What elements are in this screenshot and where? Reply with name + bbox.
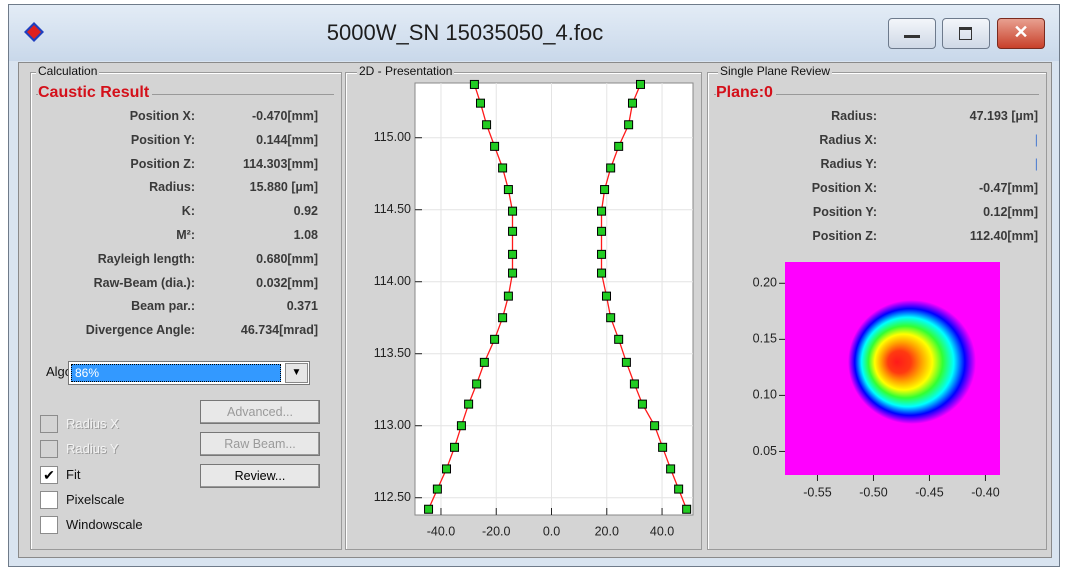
beam-spot: [848, 300, 976, 424]
data-point: [476, 99, 484, 107]
data-point: [465, 400, 473, 408]
data-point: [473, 380, 481, 388]
data-point: [638, 400, 646, 408]
y-tick-label: 0.10: [753, 388, 777, 402]
data-point: [491, 335, 499, 343]
data-point: [651, 422, 659, 430]
y-tick-label: 115.00: [374, 130, 411, 144]
data-point: [509, 250, 517, 258]
data-point: [598, 269, 606, 277]
y-tick-label: 114.50: [374, 202, 411, 216]
data-point: [483, 121, 491, 129]
y-tick-label: 114.00: [374, 274, 411, 288]
data-point: [675, 485, 683, 493]
data-point: [636, 80, 644, 88]
x-tick-label: -0.40: [971, 485, 1000, 499]
data-point: [598, 207, 606, 215]
data-point: [607, 164, 615, 172]
data-point: [628, 99, 636, 107]
y-tick-label: 113.00: [374, 418, 411, 432]
y-tick-label: 113.50: [374, 346, 411, 360]
x-tick-label: -0.50: [859, 485, 888, 499]
data-point: [667, 465, 675, 473]
data-point: [443, 465, 451, 473]
data-point: [433, 485, 441, 493]
data-point: [451, 443, 459, 451]
y-tick-label: 0.20: [753, 276, 777, 290]
data-point: [509, 207, 517, 215]
x-tick-label: 40.0: [650, 524, 674, 538]
data-point: [630, 380, 638, 388]
data-point: [607, 314, 615, 322]
data-point: [603, 292, 611, 300]
data-point: [480, 358, 488, 366]
y-tick-label: 0.05: [753, 444, 777, 458]
data-point: [598, 250, 606, 258]
data-point: [425, 505, 433, 513]
data-point: [504, 186, 512, 194]
data-point: [499, 164, 507, 172]
data-point: [457, 422, 465, 430]
x-tick-label: 20.0: [595, 524, 619, 538]
data-point: [622, 358, 630, 366]
plots: 112.50 113.00 113.50 114.00 114.50 115.00 -40.…: [0, 0, 1068, 576]
data-point: [683, 505, 691, 513]
data-point: [598, 227, 606, 235]
data-point: [504, 292, 512, 300]
data-point: [509, 269, 517, 277]
data-point: [601, 186, 609, 194]
x-tick-label: -40.0: [427, 524, 456, 538]
x-tick-label: -20.0: [482, 524, 511, 538]
data-point: [499, 314, 507, 322]
y-tick-label: 112.50: [374, 490, 411, 504]
y-tick-label: 0.15: [753, 332, 777, 346]
data-point: [615, 335, 623, 343]
x-tick-label: -0.55: [803, 485, 832, 499]
data-point: [625, 121, 633, 129]
data-point: [470, 80, 478, 88]
data-point: [615, 142, 623, 150]
data-point: [659, 443, 667, 451]
x-tick-label: 0.0: [543, 524, 560, 538]
app-window: 5000W_SN 15035050_4.foc ✕ Calculation Ca…: [0, 0, 1068, 576]
data-point: [491, 142, 499, 150]
data-point: [509, 227, 517, 235]
x-tick-label: -0.45: [915, 485, 944, 499]
